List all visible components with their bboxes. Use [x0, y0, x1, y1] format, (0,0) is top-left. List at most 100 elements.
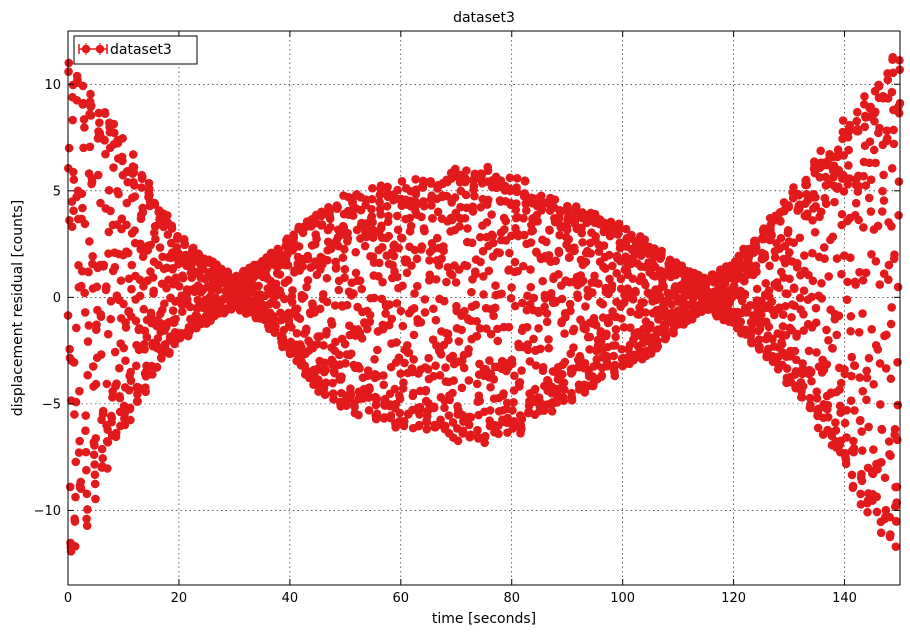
- data-point: [330, 368, 339, 378]
- data-point: [564, 235, 574, 244]
- data-point: [871, 257, 881, 266]
- data-point: [333, 202, 342, 212]
- data-point: [282, 241, 292, 250]
- data-point: [544, 343, 554, 353]
- data-point: [729, 281, 739, 291]
- data-point: [441, 421, 450, 431]
- data-point: [131, 361, 141, 371]
- data-point: [420, 295, 430, 304]
- data-point: [396, 306, 406, 316]
- data-point: [790, 284, 799, 294]
- x-tick-label: 80: [503, 591, 520, 606]
- data-point: [550, 195, 560, 204]
- data-point: [882, 126, 892, 135]
- data-point: [394, 243, 403, 253]
- data-point: [877, 458, 886, 467]
- data-point: [841, 449, 850, 458]
- data-point: [80, 308, 90, 317]
- data-point: [162, 283, 171, 293]
- data-point: [640, 235, 650, 244]
- data-point: [883, 94, 893, 103]
- data-point: [522, 206, 531, 215]
- data-point: [103, 329, 113, 339]
- data-point: [334, 285, 344, 295]
- legend-box: [73, 35, 198, 65]
- data-point: [402, 340, 412, 350]
- data-point: [283, 260, 293, 270]
- data-point: [412, 254, 422, 264]
- data-point: [864, 193, 874, 203]
- data-point: [569, 324, 579, 334]
- data-point: [480, 431, 490, 441]
- data-point: [879, 196, 889, 205]
- data-point: [138, 208, 148, 217]
- data-point: [804, 270, 813, 280]
- data-point: [104, 186, 114, 195]
- data-point: [431, 275, 441, 284]
- data-point: [511, 205, 521, 215]
- data-point: [487, 210, 496, 219]
- data-point: [856, 500, 866, 509]
- data-point: [880, 473, 890, 483]
- data-point: [860, 92, 869, 101]
- data-point: [137, 183, 146, 192]
- data-point: [888, 52, 898, 62]
- data-point: [510, 257, 520, 267]
- data-point: [458, 426, 468, 436]
- data-point: [491, 281, 500, 290]
- data-point: [533, 217, 542, 226]
- data-point: [840, 369, 850, 379]
- data-point: [877, 425, 887, 435]
- data-point: [109, 163, 118, 172]
- data-point: [69, 175, 79, 184]
- data-point: [756, 310, 766, 320]
- data-point: [520, 176, 530, 186]
- data-point: [871, 158, 880, 168]
- data-point: [454, 337, 464, 346]
- data-point: [536, 191, 546, 201]
- data-point: [155, 243, 165, 252]
- data-point: [597, 371, 607, 380]
- data-point: [893, 400, 903, 410]
- data-point: [570, 246, 579, 256]
- data-point: [67, 222, 77, 232]
- data-point: [764, 322, 774, 332]
- data-point: [163, 230, 173, 239]
- data-point: [431, 315, 441, 325]
- data-point: [497, 289, 506, 299]
- data-point: [789, 183, 798, 192]
- data-point: [375, 197, 384, 207]
- data-point: [811, 202, 820, 211]
- data-point: [455, 222, 464, 231]
- data-point: [785, 274, 794, 284]
- data-point: [841, 459, 851, 469]
- data-point: [894, 108, 904, 118]
- data-point: [302, 324, 311, 334]
- data-point: [494, 429, 503, 439]
- data-point: [850, 361, 860, 371]
- data-point: [562, 225, 572, 235]
- data-point: [873, 345, 883, 354]
- data-point: [526, 265, 535, 274]
- data-point: [435, 371, 445, 380]
- data-point: [803, 209, 812, 218]
- data-point: [878, 186, 887, 196]
- data-point: [506, 293, 516, 303]
- data-point: [617, 344, 627, 354]
- data-point: [308, 301, 317, 310]
- data-point: [795, 233, 805, 243]
- data-point: [165, 348, 174, 357]
- data-point: [462, 261, 472, 271]
- data-point: [343, 234, 353, 243]
- data-point: [288, 286, 297, 295]
- data-point: [824, 272, 833, 281]
- data-point: [302, 282, 311, 292]
- data-point: [157, 353, 166, 363]
- data-point: [91, 494, 100, 504]
- data-point: [394, 353, 404, 362]
- data-point: [859, 171, 868, 181]
- data-point: [87, 176, 97, 186]
- data-point: [866, 175, 876, 184]
- data-point: [433, 207, 443, 217]
